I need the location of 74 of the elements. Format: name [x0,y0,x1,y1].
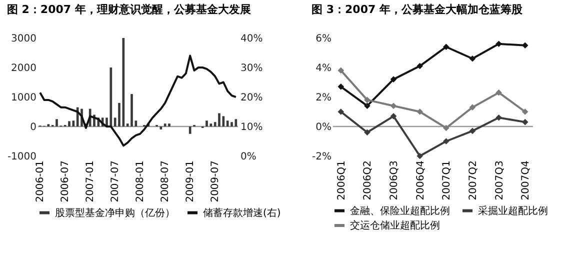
point [496,40,502,48]
x-tick-label: 2008-01 [135,160,146,202]
y-tick-label: 1000 [11,92,36,104]
point [522,108,528,115]
bar [130,94,133,126]
y2-tick-label: 10% [240,122,263,133]
point [390,113,397,120]
point [390,102,397,110]
x-tick-label: 2007Q3 [494,160,506,200]
y2-tick-label: 30% [240,63,263,74]
bar [226,120,229,126]
x-tick-label: 2007-07 [110,160,122,202]
y2-tick-label: 0% [240,152,256,162]
y-tick-label: 2000 [11,63,36,74]
chart-title: 图 3：2007 年，公募基金大幅加仓蓝筹股 [312,3,524,16]
legend-label: 储蓄存款增速(右) [203,206,281,219]
point [364,96,370,104]
x-tick-label: 2009-07 [210,160,222,202]
bar [56,119,58,126]
point [496,89,502,96]
y-tick-label: 4% [316,63,332,74]
x-tick-label: 2006Q3 [389,160,400,200]
y-tick-label: 0% [316,122,332,133]
point [469,128,476,134]
chart-title: 图 2：2007 年，理财意识觉醒，公募基金大发展 [6,3,251,16]
x-tick-label: 2006Q1 [336,160,348,200]
y-tick-label: 2% [316,92,332,104]
x-tick-label: 2006-07 [60,160,72,202]
point [442,44,450,50]
point [442,124,450,132]
bar [118,102,120,126]
y2-tick-label: 40% [240,34,263,44]
bar [218,113,220,126]
y2-tick-label: 20% [240,92,263,104]
point [338,67,344,74]
x-tick-label: 2009-01 [185,160,196,202]
x-tick-label: 2006-01 [35,160,46,202]
bar [206,120,208,126]
y-tick-label: 3000 [11,34,36,44]
point [338,108,344,115]
point [496,114,502,121]
legend-label: 金融、保险业超配比例 [350,204,450,217]
legend-label: 交运仓储业超配比例 [350,220,440,232]
y-tick-label: -2% [312,152,332,162]
y-tick-label: 0 [30,122,36,133]
point [442,138,450,144]
legend-label: 采掘业超配比例 [478,204,548,217]
y-tick-label: -1000 [7,152,36,162]
x-tick-label: 2007Q1 [442,160,453,200]
bar [68,121,70,126]
point [416,108,424,115]
x-tick-label: 2006Q4 [415,160,426,200]
point [469,104,476,110]
point [522,118,528,126]
y-tick-label: 6% [316,34,332,44]
x-tick-label: 2007Q4 [520,160,532,200]
point [469,55,476,62]
point [364,129,370,136]
point [522,42,528,49]
point [364,102,370,110]
point [416,62,424,70]
bar [230,122,233,126]
point [338,84,344,90]
x-tick-label: 2008-07 [160,160,172,202]
point [416,152,424,160]
legend-label: 股票型基金净申购（亿份） [55,206,175,219]
x-tick-label: 2006Q2 [362,160,374,200]
bar [188,126,192,134]
x-tick-label: 2007-01 [85,160,96,202]
bar [164,124,166,126]
point [390,76,397,82]
line-series [39,54,237,147]
bar [168,124,170,126]
x-tick-label: 2007Q2 [468,160,479,200]
